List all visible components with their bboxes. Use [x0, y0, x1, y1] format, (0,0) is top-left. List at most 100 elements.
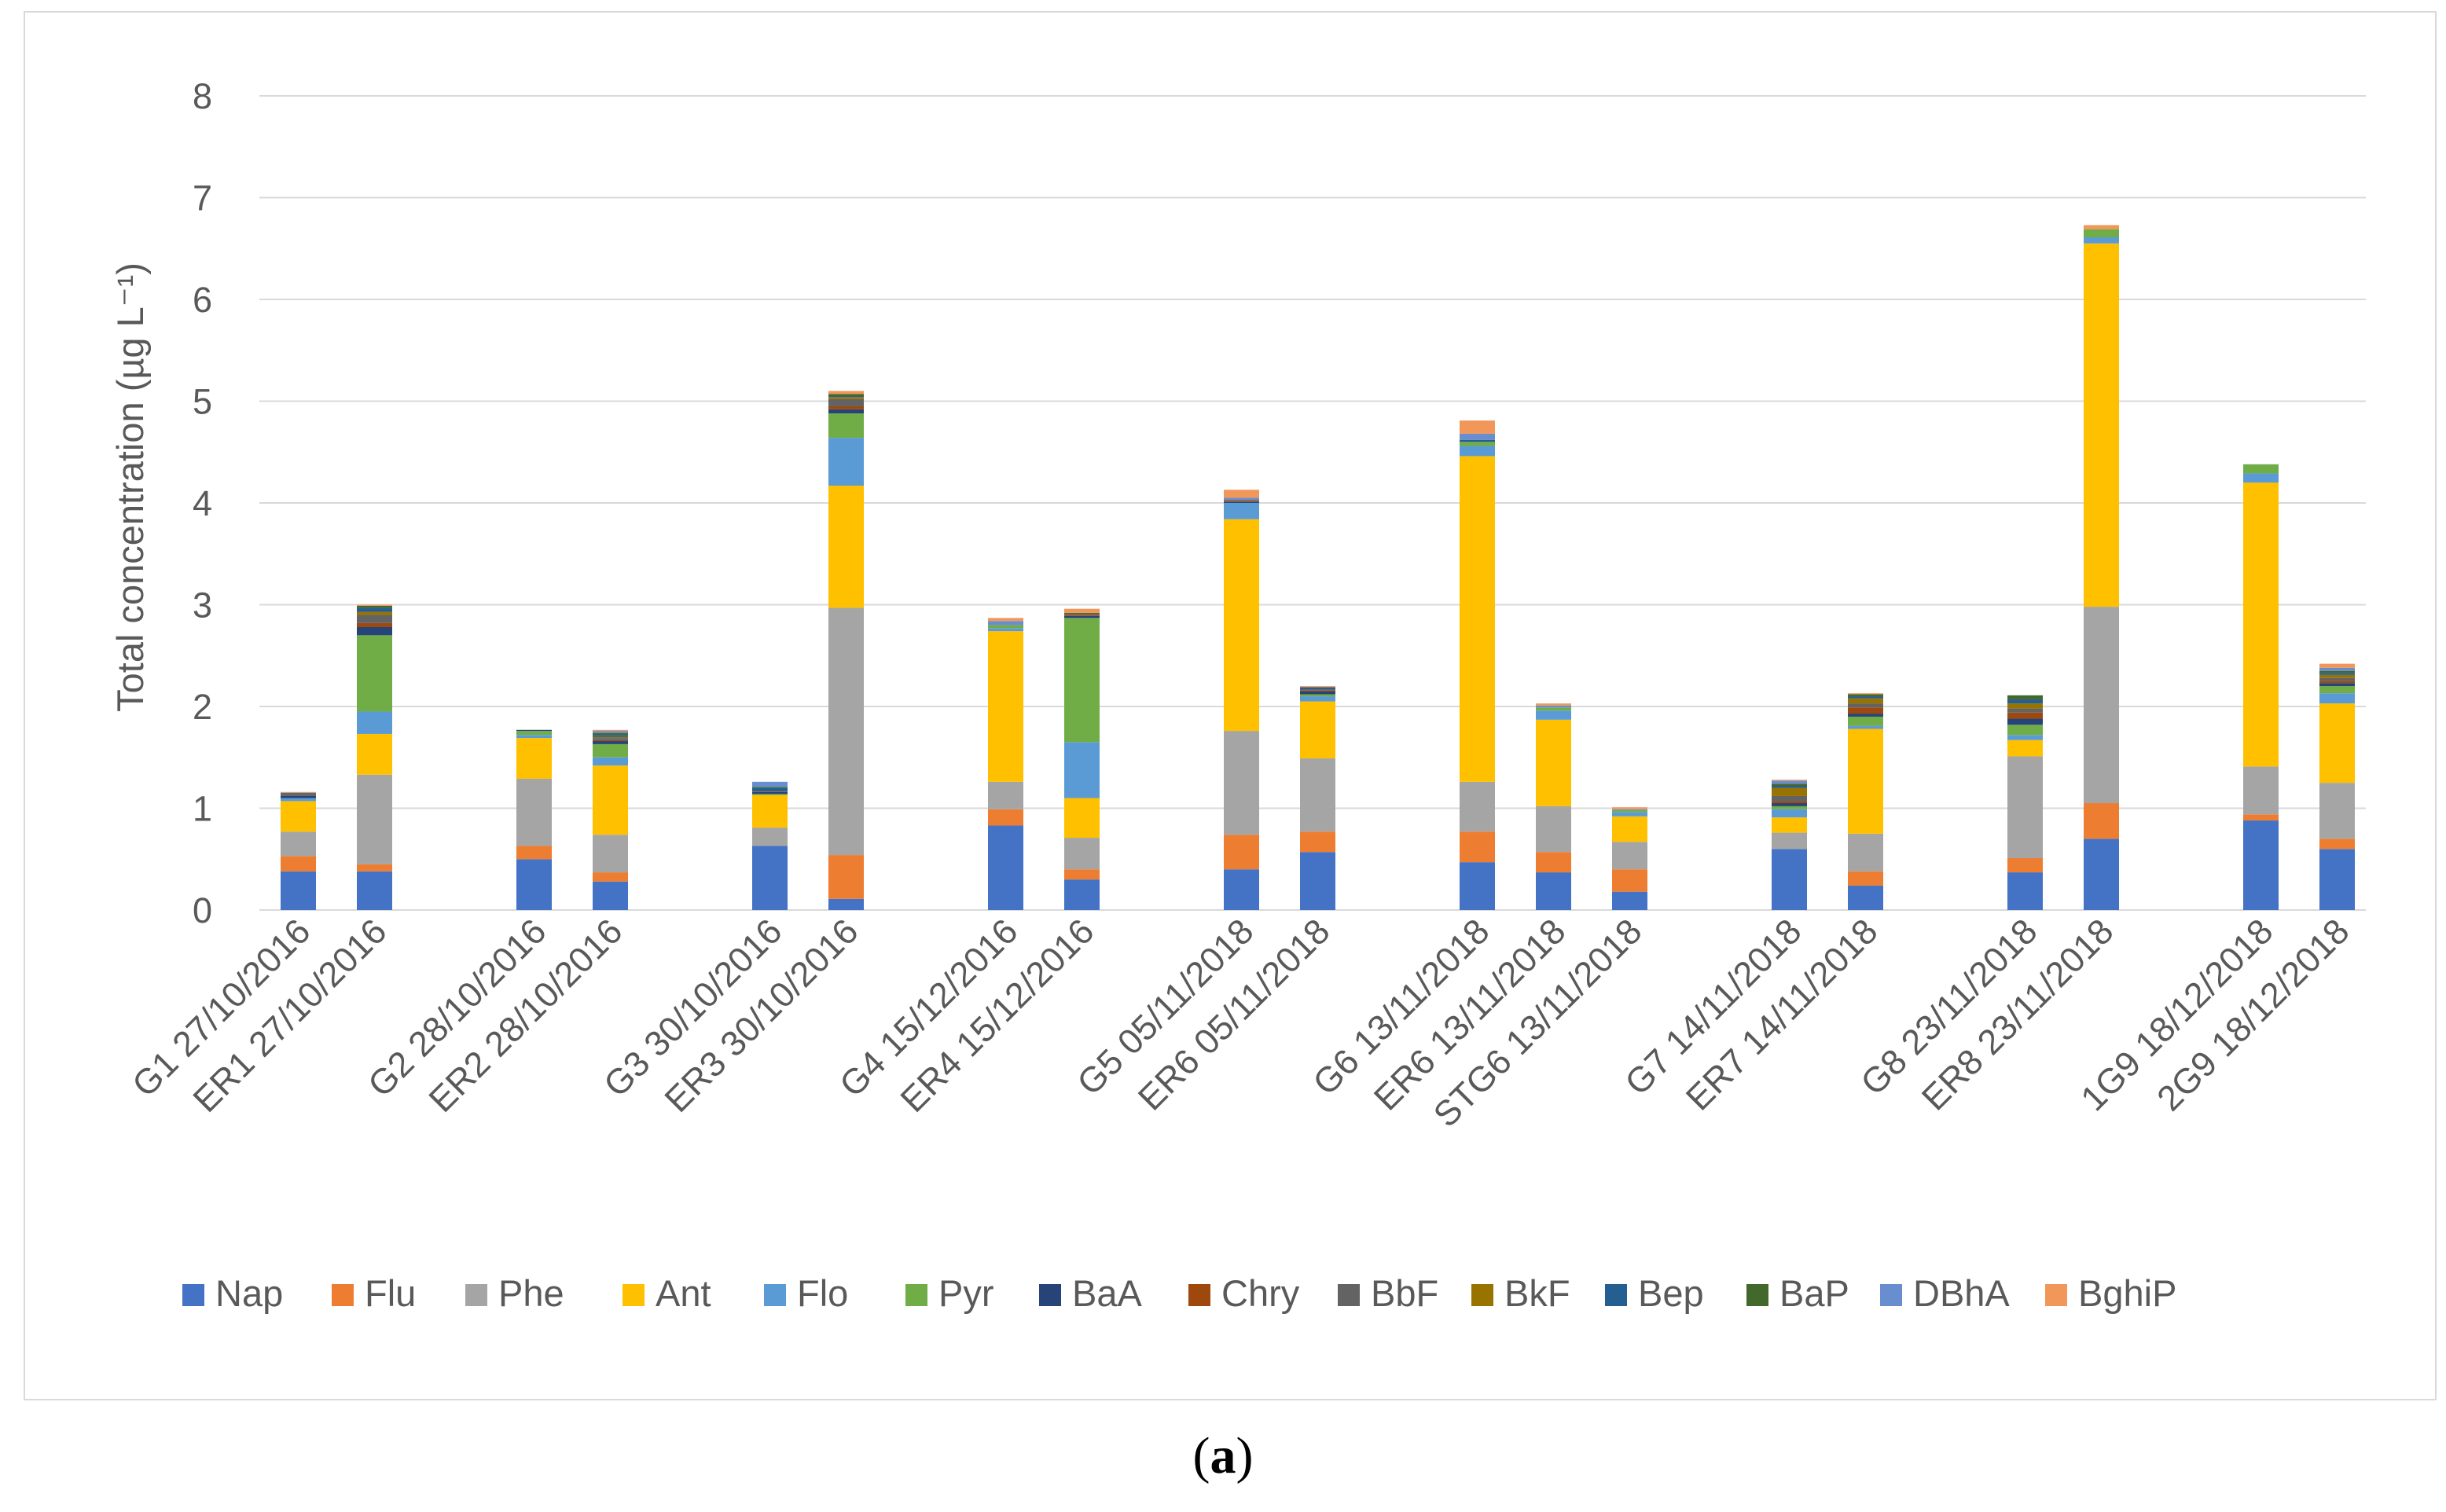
- bar-segment-flu: [281, 856, 316, 872]
- bar-segment-pyr: [2007, 725, 2043, 736]
- bar-segment-bep: [1300, 687, 1335, 689]
- bar-segment-pyr: [1848, 716, 1883, 726]
- bar-segment-ant: [281, 801, 316, 832]
- bar-segment-flo: [1536, 710, 1571, 720]
- bar-segment-pyr: [1536, 707, 1571, 711]
- bar-segment-ant: [752, 795, 788, 828]
- bar-segment-bkf: [1848, 698, 1883, 704]
- bar-segment-chry: [2007, 712, 2043, 719]
- legend-label-chry: Chry: [1221, 1272, 1300, 1314]
- bar-segment-nap: [2319, 849, 2355, 910]
- bar-segment-flo: [1064, 742, 1100, 798]
- bar-segment-pyr: [1064, 618, 1100, 743]
- bar-segment-chry: [593, 739, 628, 742]
- bar-segment-chry: [1848, 707, 1883, 714]
- bar-segment-phe: [1460, 781, 1495, 832]
- bar-segment-phe: [1536, 806, 1571, 853]
- bar-segment-bep: [2319, 673, 2355, 675]
- y-tick-label: 1: [193, 789, 212, 829]
- bar-segment-dbha: [593, 731, 628, 733]
- bar-segment-nap: [1300, 852, 1335, 910]
- bar-segment-flo: [988, 628, 1023, 632]
- bar-segment-bghip: [357, 604, 392, 606]
- legend-label-bap: BaP: [1779, 1272, 1849, 1314]
- bar-segment-flu: [516, 846, 552, 860]
- bar-segment-phe: [752, 828, 788, 846]
- bar-segment-nap: [1064, 879, 1100, 910]
- bar-segment-nap: [988, 825, 1023, 910]
- y-tick-label: 2: [193, 687, 212, 727]
- bar-segment-ant: [828, 485, 864, 608]
- legend-swatch-bbf: [1338, 1284, 1360, 1306]
- bar-segment-ant: [1460, 456, 1495, 782]
- bar-segment-nap: [281, 871, 316, 910]
- bar-segment-nap: [593, 881, 628, 910]
- bar-segment-pyr: [2319, 686, 2355, 694]
- bar-segment-bbf: [1848, 703, 1883, 708]
- bar-segment-bbf: [593, 738, 628, 740]
- bar-segment-flo: [1848, 725, 1883, 729]
- bar-segment-baa: [2007, 718, 2043, 725]
- bar-segment-flu: [1300, 831, 1335, 853]
- bar-segment-phe: [1064, 838, 1100, 870]
- legend-label-flo: Flo: [797, 1272, 848, 1314]
- bar-segment-phe: [281, 831, 316, 857]
- bar-segment-flu: [2243, 814, 2279, 821]
- legend-swatch-bap: [1746, 1284, 1768, 1306]
- bar-segment-pyr: [2243, 464, 2279, 474]
- bar-segment-ant: [1612, 816, 1647, 842]
- bar-segment-nap: [1612, 891, 1647, 910]
- legend-swatch-flo: [764, 1284, 786, 1306]
- bar-segment-ant: [516, 738, 552, 779]
- bar-segment-nap: [2084, 839, 2119, 910]
- bar-segment-chry: [828, 406, 864, 409]
- bar-segment-ant: [2243, 483, 2279, 767]
- legend-swatch-bkf: [1471, 1284, 1493, 1306]
- bar-segment-bep: [828, 396, 864, 398]
- bar-segment-baa: [281, 795, 316, 798]
- bar-segment-pyr: [593, 743, 628, 758]
- bar-segment-chry: [1300, 690, 1335, 692]
- legend-swatch-nap: [182, 1284, 204, 1306]
- bar-segment-flu: [1848, 871, 1883, 886]
- bar-segment-ant: [1224, 519, 1259, 732]
- bar-segment-bkf: [2319, 674, 2355, 678]
- bar-segment-bghip: [593, 729, 628, 732]
- bar-segment-dbha: [752, 781, 788, 787]
- bar-segment-ant: [1536, 719, 1571, 806]
- legend-swatch-chry: [1188, 1284, 1210, 1306]
- bar-segment-pyr: [516, 731, 552, 736]
- bar-segment-bbf: [828, 398, 864, 406]
- bar-segment-ant: [593, 765, 628, 835]
- bar-segment-bbf: [2007, 708, 2043, 713]
- bar-segment-flu: [1064, 869, 1100, 880]
- bar-segment-bap: [357, 605, 392, 608]
- bar-segment-pyr: [1300, 694, 1335, 697]
- bar-segment-bghip: [828, 391, 864, 395]
- bar-segment-baa: [357, 626, 392, 636]
- bar-segment-nap: [2007, 872, 2043, 910]
- bar-segment-dbha: [1612, 809, 1647, 811]
- bar-segment-ant: [2007, 739, 2043, 757]
- bar-segment-flo: [2319, 693, 2355, 704]
- bar-segment-flu: [1460, 831, 1495, 863]
- bar-segment-flo: [1224, 503, 1259, 519]
- bar-segment-phe: [2007, 756, 2043, 858]
- bar-segment-nap: [516, 859, 552, 910]
- legend-swatch-bghip: [2045, 1284, 2067, 1306]
- bar-segment-bghip: [1064, 608, 1100, 613]
- bar-segment-dbha: [1536, 705, 1571, 708]
- legend-swatch-pyr: [905, 1284, 927, 1306]
- bar-segment-chry: [2319, 681, 2355, 684]
- bar-segment-phe: [1772, 832, 1807, 850]
- bar-segment-dbha: [1460, 433, 1495, 440]
- bar-segment-baa: [593, 741, 628, 744]
- bar-segment-flo: [593, 757, 628, 766]
- bar-segment-bghip: [1300, 686, 1335, 688]
- bar-segment-flu: [1224, 835, 1259, 870]
- bar-segment-phe: [988, 781, 1023, 809]
- bar-segment-pyr: [1460, 442, 1495, 446]
- bar-segment-pyr: [828, 413, 864, 439]
- bar-segment-nap: [1460, 862, 1495, 910]
